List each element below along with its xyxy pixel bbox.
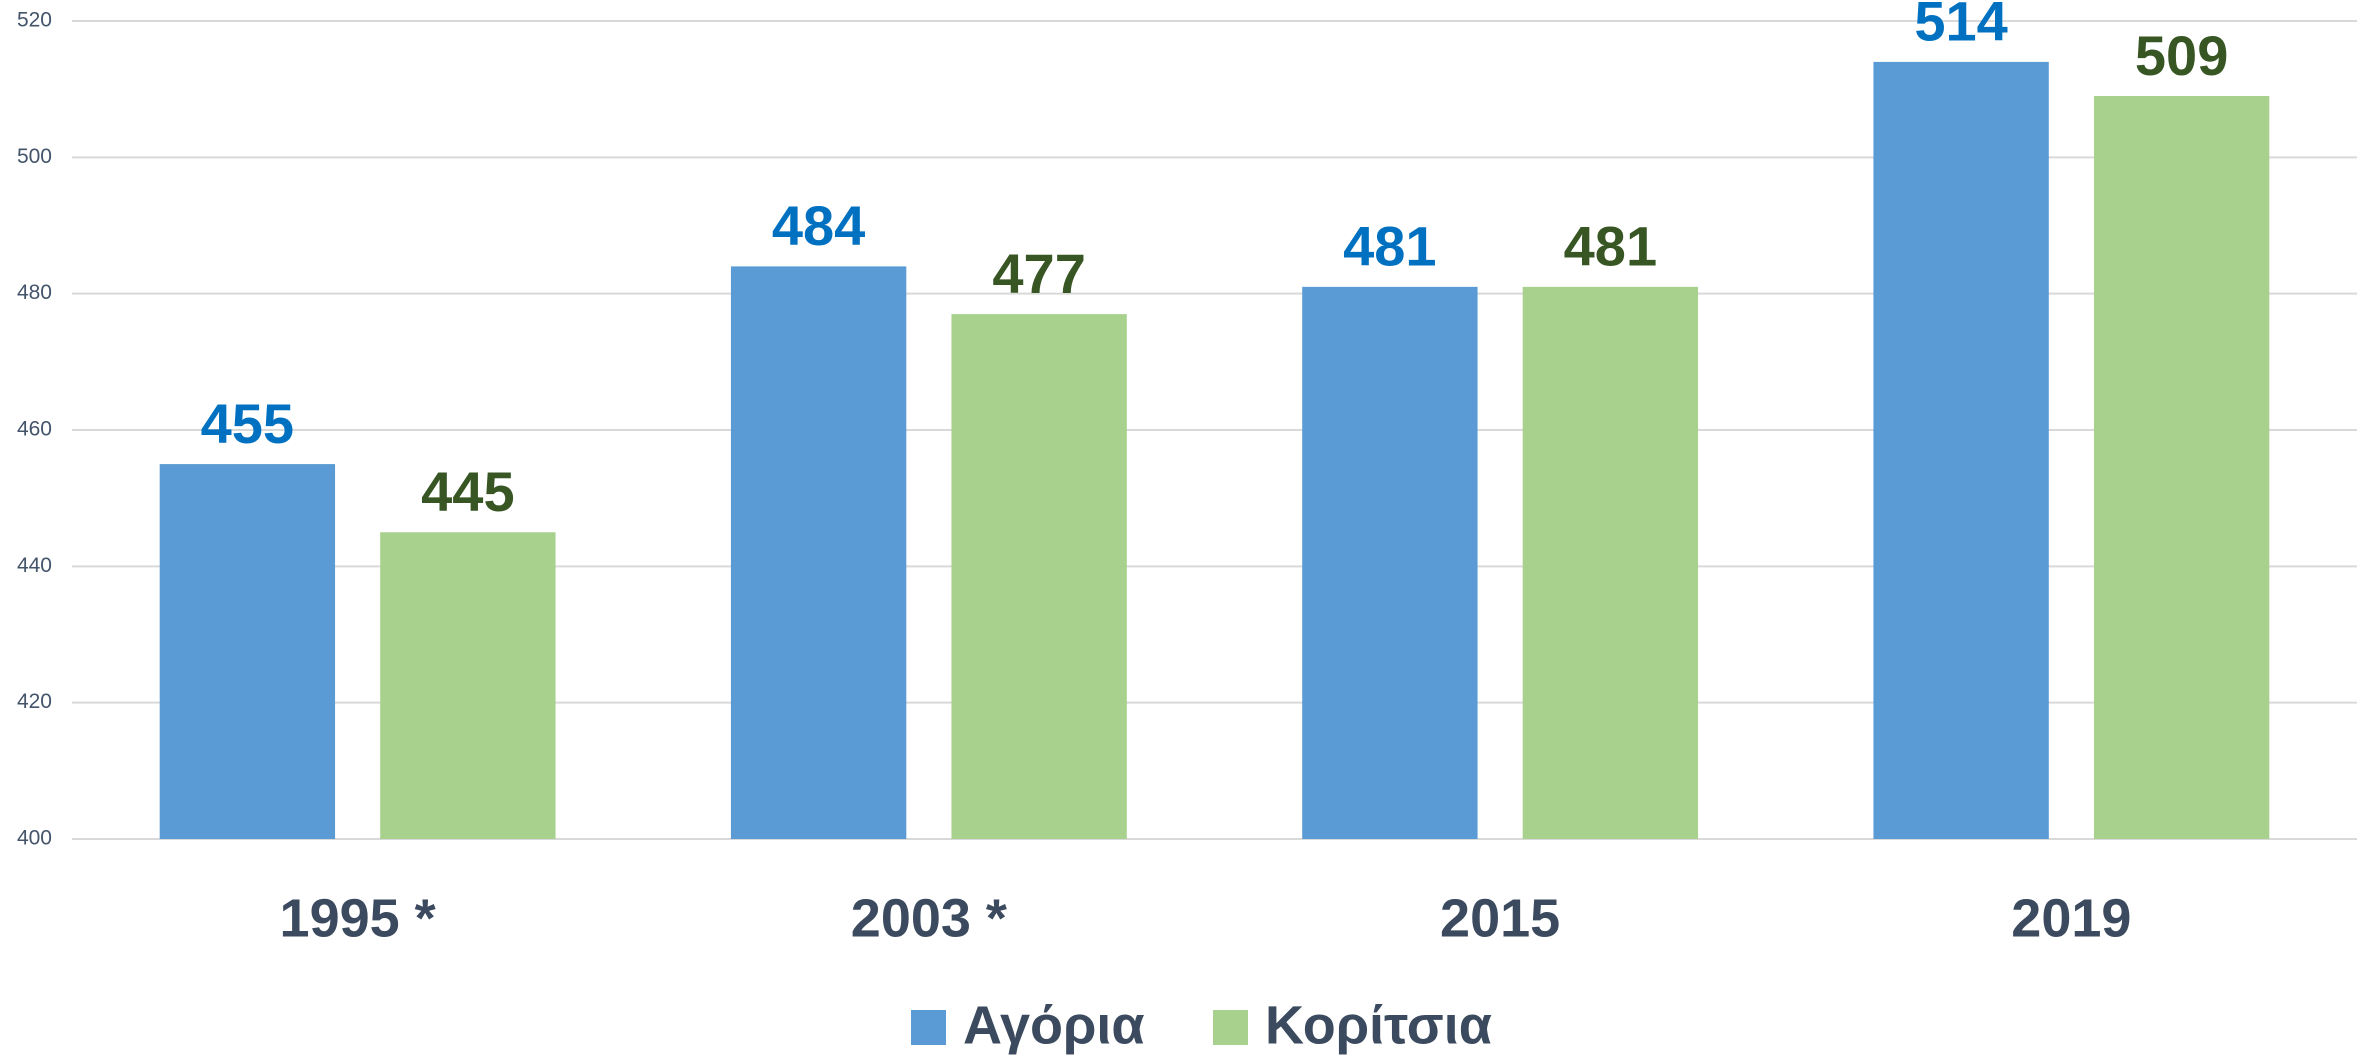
bar xyxy=(951,314,1127,839)
x-tick-label: 2003 * xyxy=(851,888,1007,948)
value-label: 445 xyxy=(421,460,514,523)
y-tick-label: 500 xyxy=(17,145,52,168)
bar xyxy=(1522,286,1699,840)
y-tick-label: 400 xyxy=(17,827,52,850)
value-label: 514 xyxy=(1914,0,2007,53)
legend-swatch xyxy=(1213,1010,1248,1045)
bar xyxy=(730,266,907,839)
legend-swatch xyxy=(911,1010,946,1045)
value-label: 509 xyxy=(2135,24,2228,87)
value-label: 455 xyxy=(201,392,294,455)
bar xyxy=(1873,61,2049,839)
bar xyxy=(159,464,336,839)
bar xyxy=(1302,286,1478,840)
value-label: 481 xyxy=(1564,215,1657,278)
y-tick-label: 440 xyxy=(17,554,52,577)
value-label: 484 xyxy=(772,194,865,257)
x-tick-label: 1995 * xyxy=(280,888,436,948)
legend-label: Αγόρια xyxy=(963,995,1145,1055)
y-tick-label: 420 xyxy=(17,690,52,713)
y-tick-label: 460 xyxy=(17,418,52,441)
value-label: 481 xyxy=(1343,215,1436,278)
bar xyxy=(380,532,556,839)
x-tick-label: 2019 xyxy=(2011,888,2131,948)
value-label: 477 xyxy=(992,242,1085,305)
y-tick-label: 480 xyxy=(17,281,52,304)
bar xyxy=(2093,95,2270,839)
x-tick-label: 2015 xyxy=(1440,888,1560,948)
legend-label: Κορίτσια xyxy=(1265,995,1492,1055)
y-tick-label: 520 xyxy=(17,9,52,32)
